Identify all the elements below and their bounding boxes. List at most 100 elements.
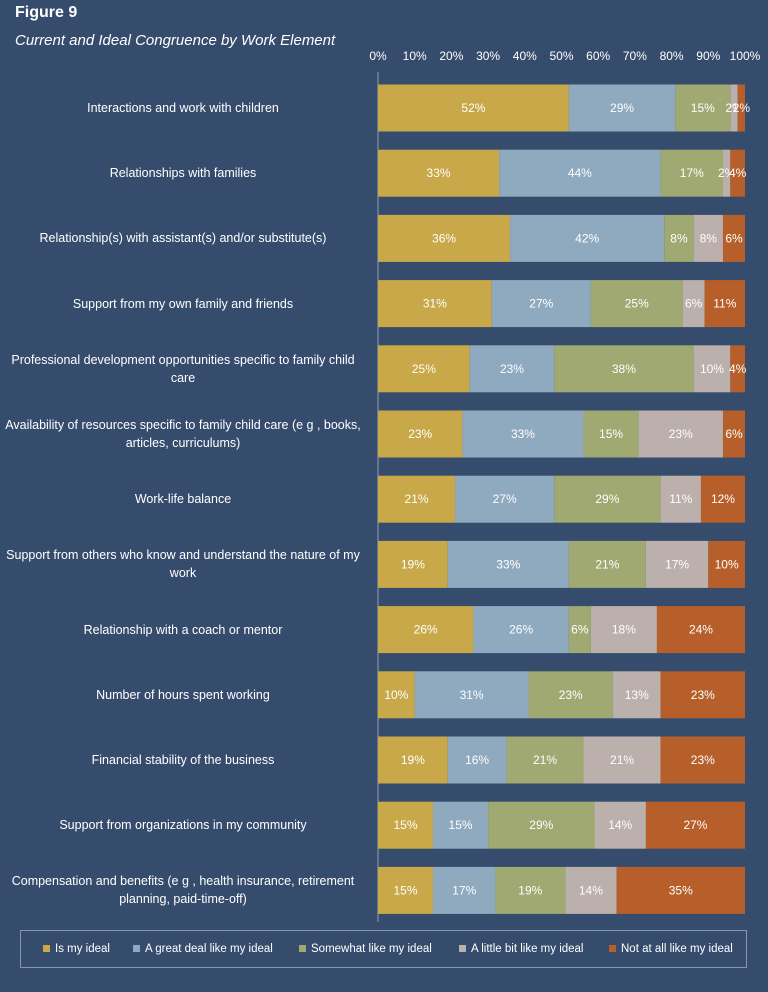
legend-swatch [133, 945, 140, 953]
data-label: 23% [559, 688, 583, 702]
bar-segment [378, 475, 456, 523]
data-label: 33% [496, 557, 520, 571]
data-label: 29% [595, 492, 619, 506]
data-label: 15% [599, 427, 623, 441]
data-label: 23% [500, 362, 524, 376]
bar-segment [378, 736, 448, 784]
category-label: Relationship with a coach or mentor [83, 622, 283, 637]
bar-segment [378, 606, 474, 654]
bar-segment [594, 801, 646, 849]
bar-segment [378, 84, 569, 132]
bar-segment [664, 214, 694, 262]
bar-segment [378, 214, 511, 262]
bar-segment [583, 410, 639, 458]
data-label: 26% [509, 623, 533, 637]
data-label: 15% [394, 818, 418, 832]
bar-segment [675, 84, 731, 132]
data-label: 19% [518, 883, 542, 897]
bar-segment [722, 214, 745, 262]
bar-segment [704, 280, 745, 328]
bar-segment [660, 149, 723, 197]
data-label: 27% [683, 818, 707, 832]
bar-segment [433, 866, 496, 914]
data-label: 23% [691, 753, 715, 767]
bar-segment [554, 345, 694, 393]
data-label: 2% [733, 101, 751, 115]
bar-segment [730, 149, 745, 197]
data-label: 25% [412, 362, 436, 376]
data-label: 35% [669, 883, 693, 897]
data-label: 13% [625, 688, 649, 702]
category-label: Number of hours spent working [96, 687, 270, 702]
data-label: 6% [725, 231, 743, 245]
bar-segment [462, 410, 584, 458]
bar-segment [495, 866, 566, 914]
data-label: 44% [568, 166, 592, 180]
data-label: 36% [432, 231, 456, 245]
x-tick-label: 40% [513, 49, 537, 63]
bar-segment [378, 410, 463, 458]
data-label: 29% [610, 101, 634, 115]
data-label: 27% [529, 297, 553, 311]
data-label: 17% [680, 166, 704, 180]
bar-segment [455, 475, 555, 523]
bar-segment [568, 606, 591, 654]
data-label: 19% [401, 753, 425, 767]
x-tick-label: 20% [439, 49, 463, 63]
bar-segment [378, 149, 500, 197]
category-label: Professional development opportunities s… [11, 352, 355, 385]
legend-item: Somewhat like my ideal [299, 943, 432, 955]
data-label: 17% [665, 557, 689, 571]
category-label: Relationship(s) with assistant(s) and/or… [39, 231, 327, 246]
data-label: 24% [689, 623, 713, 637]
legend-swatch [609, 945, 616, 953]
x-tick-label: 50% [549, 49, 573, 63]
x-tick-label: 100% [730, 49, 761, 63]
bar-segment [499, 149, 661, 197]
data-label: 21% [595, 557, 619, 571]
bar-segment [616, 866, 745, 914]
data-label: 14% [579, 883, 603, 897]
data-label: 21% [533, 753, 557, 767]
legend-item: A great deal like my ideal [133, 943, 273, 955]
data-label: 12% [711, 492, 735, 506]
data-label: 52% [461, 101, 485, 115]
bar-segment [660, 736, 745, 784]
data-label: 18% [612, 623, 636, 637]
legend-label: Is my ideal [55, 943, 110, 955]
data-label: 14% [608, 818, 632, 832]
bar-segment [612, 671, 661, 719]
bar-segment [590, 280, 683, 328]
bar-segment [590, 606, 657, 654]
x-tick-label: 90% [696, 49, 720, 63]
bar-segment [682, 280, 705, 328]
category-label: Support from organizations in my communi… [59, 818, 307, 833]
data-label: 33% [511, 427, 535, 441]
category-label: Financial stability of the business [91, 753, 275, 767]
bar-segment [722, 410, 745, 458]
bar-segment [645, 540, 709, 588]
data-label: 10% [384, 688, 408, 702]
data-label: 21% [405, 492, 429, 506]
bar-segment [693, 214, 723, 262]
data-label: 10% [700, 362, 724, 376]
data-label: 6% [725, 427, 743, 441]
bar-segment [447, 540, 569, 588]
bar-segment [568, 84, 676, 132]
legend: Is my ideal A great deal like my ideal Som… [20, 930, 747, 968]
chart-title: Current and Ideal Congruence by Work Ele… [15, 32, 336, 49]
data-label: 15% [691, 101, 715, 115]
data-label: 23% [691, 688, 715, 702]
bar-segment [708, 540, 745, 588]
data-label: 8% [670, 231, 688, 245]
bar-segment [737, 84, 745, 132]
category-label: Support from others who know and underst… [6, 548, 360, 581]
bar-segment [583, 736, 661, 784]
data-label: 6% [571, 623, 589, 637]
bar-segment [510, 214, 665, 262]
category-label: Interactions and work with children [87, 101, 279, 115]
data-label: 33% [427, 166, 451, 180]
data-label: 25% [625, 297, 649, 311]
bar-segment [506, 736, 584, 784]
data-label: 8% [700, 231, 718, 245]
